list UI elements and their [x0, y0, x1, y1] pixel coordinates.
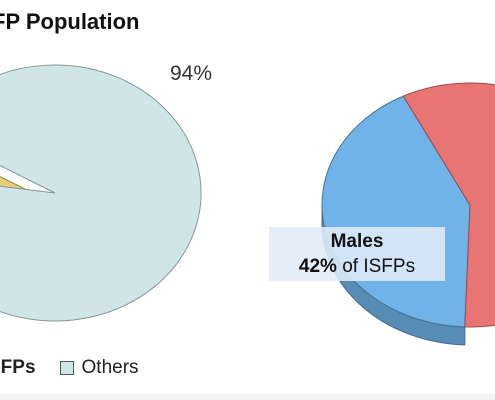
- males-callout-title: Males: [330, 231, 384, 252]
- chart-title: FP Population: [0, 9, 140, 34]
- males-detail-text: of ISFPs: [336, 256, 416, 277]
- legend-label-others: Others: [81, 357, 139, 378]
- males-percent: 42%: [298, 256, 337, 277]
- legend-item-others[interactable]: Others: [59, 357, 139, 379]
- pie0-slice-others: [0, 64, 202, 322]
- males-callout-detail: 42% of ISFPs: [299, 254, 415, 279]
- bottom-strip: [0, 394, 495, 400]
- pie1-slice-females: [402, 82, 495, 328]
- legend-item-isfps[interactable]: SFPs: [0, 357, 36, 379]
- legend-swatch-others: [59, 361, 74, 375]
- legend-label-isfps: SFPs: [0, 357, 36, 378]
- males-callout: Males 42% of ISFPs: [269, 227, 445, 281]
- slice-label-others: 94%: [170, 62, 213, 85]
- legend: SFPs Others: [0, 356, 139, 380]
